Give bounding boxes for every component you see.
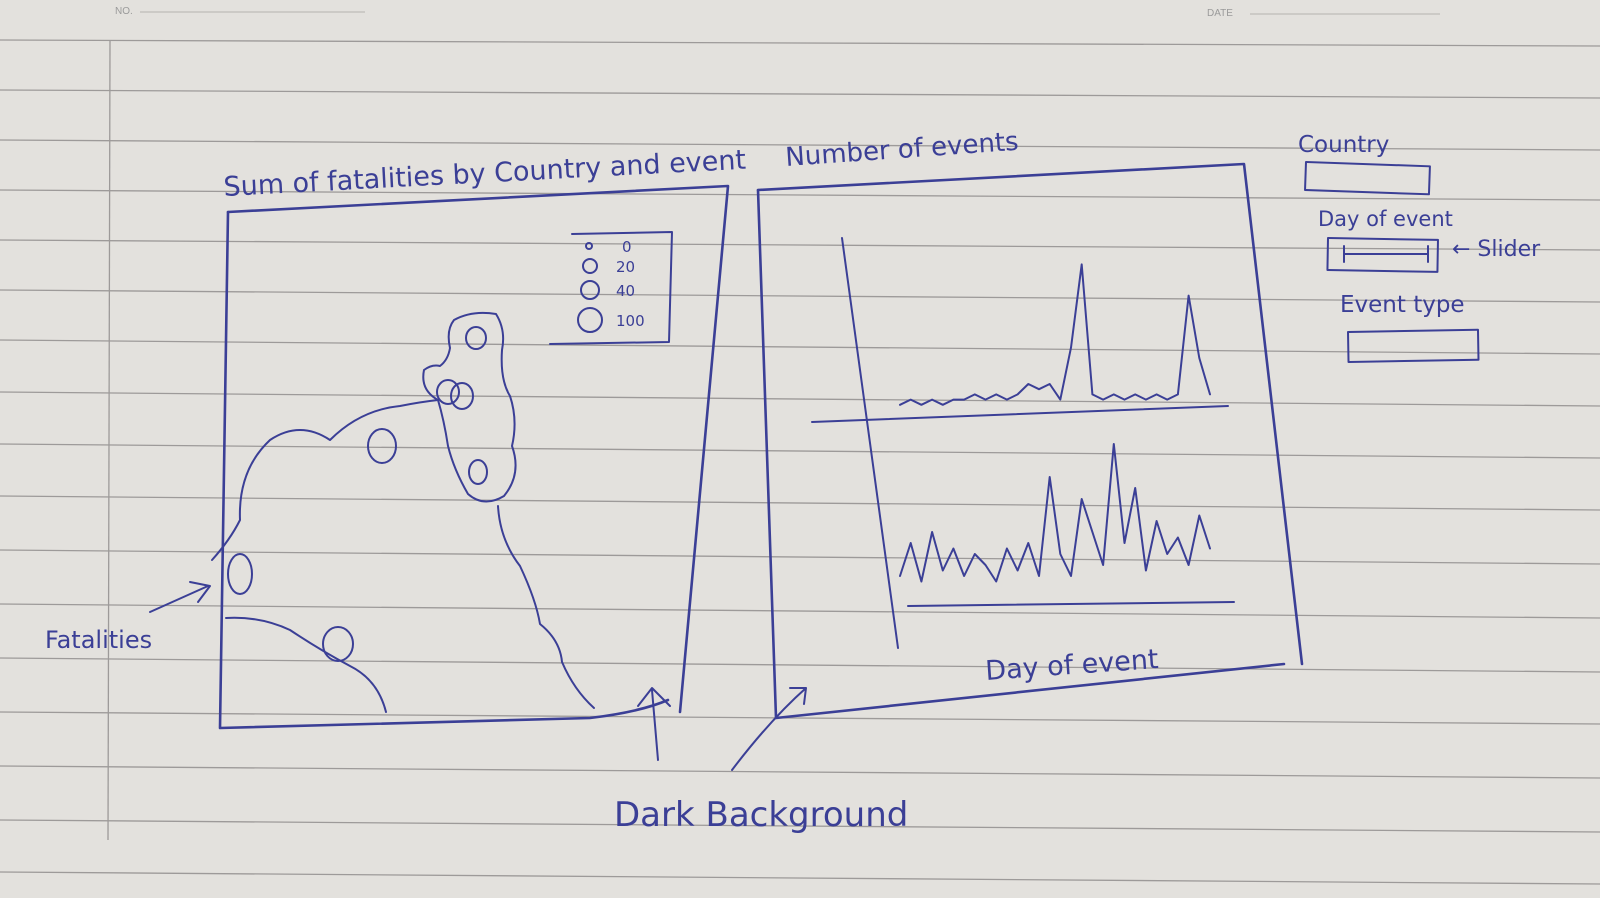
fatality-circle: [450, 382, 474, 410]
x-axis-lower: [907, 601, 1235, 607]
legend-label-20: 20: [616, 258, 635, 276]
ruled-lines: [0, 39, 1600, 885]
fatality-circle: [227, 553, 253, 595]
legend-circle-0: [585, 242, 593, 250]
day-slider[interactable]: [1326, 237, 1439, 273]
chart-panel-frame-top: [756, 162, 1304, 666]
day-of-event-label: Day of event: [1318, 207, 1453, 231]
legend-circle-100: [577, 307, 603, 333]
chart-title: Number of events: [784, 127, 1019, 173]
fatality-circle: [367, 428, 397, 464]
legend-label-100: 100: [616, 312, 645, 330]
fatality-circle: [468, 459, 488, 485]
fatalities-annotation: Fatalities: [45, 626, 152, 654]
legend-label-0: 0: [622, 238, 632, 256]
fatality-circle: [322, 626, 354, 662]
slider-note: ← Slider: [1452, 237, 1541, 262]
slider-track[interactable]: [1343, 245, 1429, 263]
legend-circle-40: [580, 280, 600, 300]
legend-circle-20: [582, 258, 598, 274]
series-line-1: [899, 263, 1211, 406]
date-label: DATE: [1207, 8, 1233, 19]
map-outline: [211, 311, 595, 713]
events-line-chart: [811, 237, 1235, 649]
series-line-2: [899, 443, 1211, 583]
arrow-to-chart: [731, 687, 807, 771]
fatalities-arrow: [149, 581, 211, 613]
fatality-circle: [465, 326, 487, 350]
country-label: Country: [1298, 132, 1389, 158]
size-legend: 0 20 40 100: [549, 231, 673, 345]
arrow-to-map: [637, 687, 671, 761]
legend-label-40: 40: [616, 282, 635, 300]
event-type-label: Event type: [1340, 292, 1465, 318]
fatality-circle: [436, 379, 460, 405]
map-panel-frame-top: [226, 184, 730, 714]
fatality-circles: [227, 326, 488, 662]
x-axis-upper: [811, 405, 1229, 423]
map-panel-frame-bottom: [218, 210, 670, 730]
event-type-dropdown[interactable]: [1347, 328, 1480, 363]
filter-panel: Country Day of event ← Slider Event type: [1298, 132, 1541, 363]
no-label: NO.: [115, 6, 133, 17]
dark-background-note: Dark Background: [614, 795, 908, 835]
country-dropdown[interactable]: [1304, 161, 1431, 196]
y-axis: [841, 237, 899, 649]
